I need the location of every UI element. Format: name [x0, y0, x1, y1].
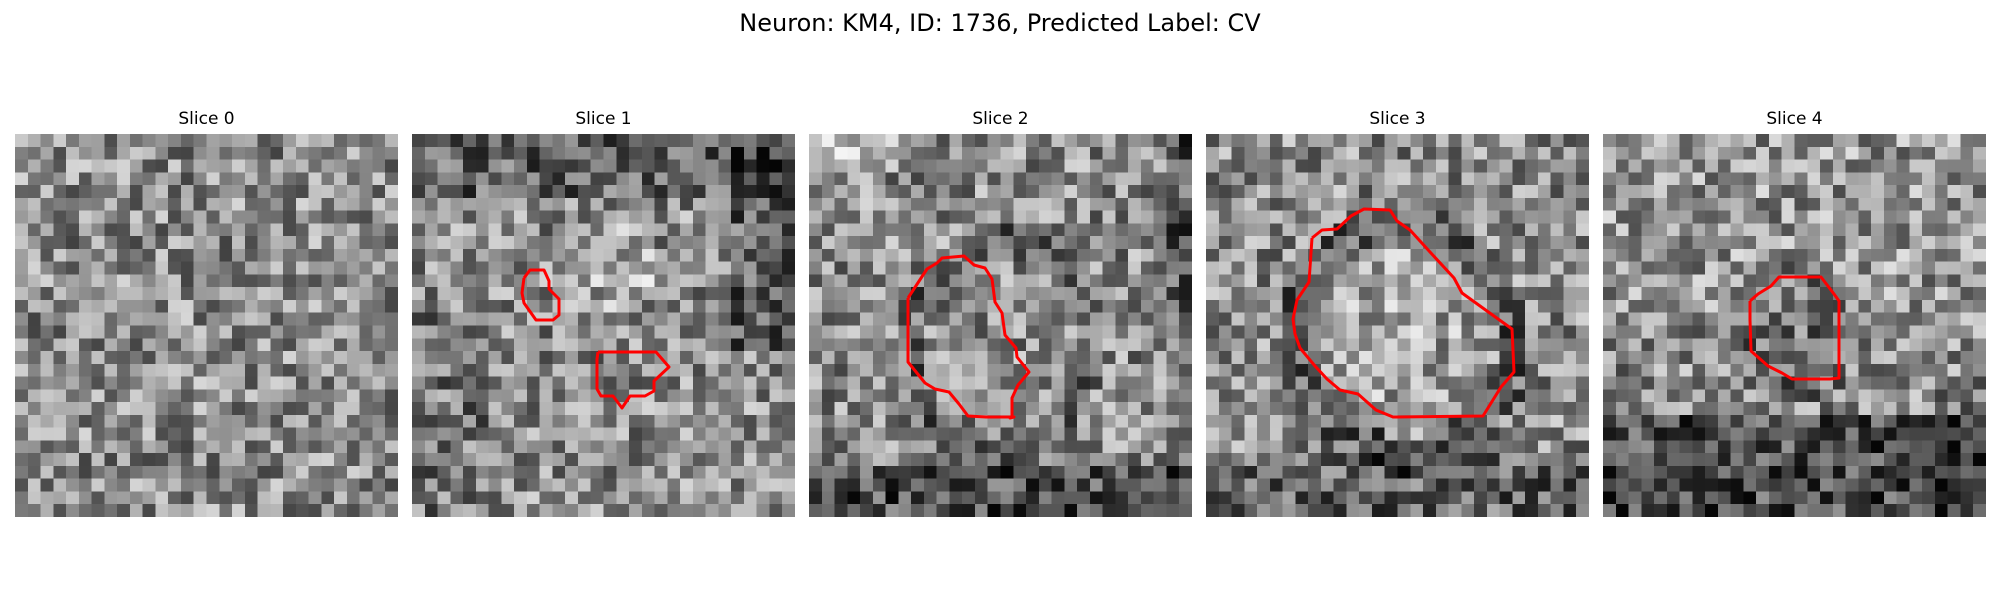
- slice-2-panel: [809, 134, 1192, 517]
- slice-2-overlay: [906, 254, 1031, 420]
- figure-title: Neuron: KM4, ID: 1736, Predicted Label: …: [739, 9, 1261, 37]
- slice-1-overlay: [520, 268, 671, 410]
- slice-2-contour: [906, 254, 1031, 420]
- slice-1-title: Slice 1: [575, 109, 632, 129]
- slice-1-image: [412, 134, 795, 517]
- slice-4-overlay: [1748, 275, 1841, 381]
- slice-3-overlay: [1291, 207, 1516, 419]
- slice-3-image: [1206, 134, 1589, 517]
- slice-1-contour-a: [520, 268, 561, 322]
- slice-4-contour: [1748, 275, 1841, 381]
- slice-0-panel: [15, 134, 398, 517]
- slice-3-panel: [1206, 134, 1589, 517]
- slice-4-title: Slice 4: [1766, 109, 1823, 129]
- slice-2-title: Slice 2: [972, 109, 1029, 129]
- slice-0-image: [15, 134, 398, 517]
- slice-0-title: Slice 0: [178, 109, 235, 129]
- slice-3-title: Slice 3: [1369, 109, 1426, 129]
- slice-1-contour-b: [595, 350, 671, 410]
- slice-2-image: [809, 134, 1192, 517]
- slice-4-panel: [1603, 134, 1986, 517]
- slice-4-image: [1603, 134, 1986, 517]
- slice-1-panel: [412, 134, 795, 517]
- slice-3-contour: [1291, 207, 1516, 419]
